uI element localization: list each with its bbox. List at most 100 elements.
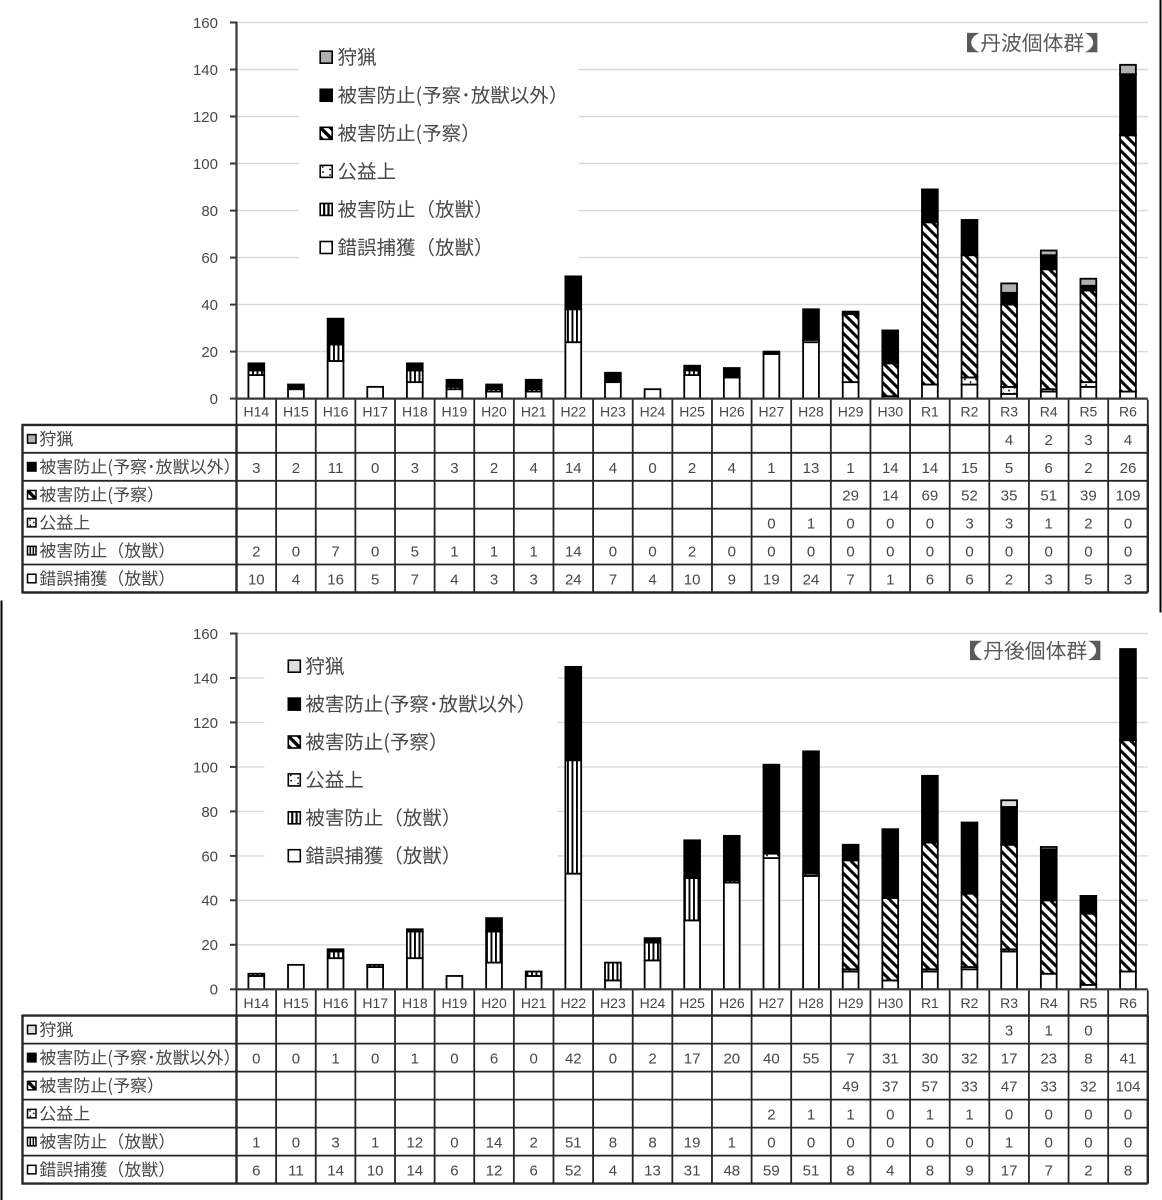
svg-text:R6: R6 bbox=[1119, 404, 1137, 420]
svg-text:6: 6 bbox=[530, 1163, 538, 1180]
svg-text:0: 0 bbox=[530, 1051, 538, 1068]
svg-text:R2: R2 bbox=[961, 995, 979, 1011]
svg-text:0: 0 bbox=[926, 516, 934, 533]
svg-text:20: 20 bbox=[723, 1051, 740, 1068]
svg-text:1: 1 bbox=[371, 1135, 379, 1152]
svg-text:0: 0 bbox=[728, 544, 736, 561]
svg-text:H30: H30 bbox=[877, 404, 903, 420]
svg-text:2: 2 bbox=[1084, 1163, 1092, 1180]
svg-text:0: 0 bbox=[926, 544, 934, 561]
svg-text:H27: H27 bbox=[759, 404, 785, 420]
svg-text:0: 0 bbox=[767, 1135, 775, 1152]
svg-text:0: 0 bbox=[252, 1051, 260, 1068]
svg-text:29: 29 bbox=[842, 488, 859, 505]
svg-text:0: 0 bbox=[292, 544, 300, 561]
svg-text:20: 20 bbox=[201, 344, 218, 361]
svg-text:H15: H15 bbox=[283, 404, 309, 420]
svg-text:120: 120 bbox=[193, 715, 218, 732]
svg-text:160: 160 bbox=[193, 15, 218, 32]
svg-text:0: 0 bbox=[886, 544, 894, 561]
svg-text:20: 20 bbox=[201, 937, 218, 954]
svg-text:13: 13 bbox=[644, 1163, 661, 1180]
svg-text:2: 2 bbox=[1005, 572, 1013, 589]
svg-text:1: 1 bbox=[331, 1051, 339, 1068]
svg-text:6: 6 bbox=[926, 572, 934, 589]
svg-text:0: 0 bbox=[210, 982, 218, 999]
svg-text:H30: H30 bbox=[877, 995, 903, 1011]
svg-text:3: 3 bbox=[331, 1135, 339, 1152]
svg-text:1: 1 bbox=[926, 1107, 934, 1124]
svg-text:100: 100 bbox=[193, 759, 218, 776]
svg-text:0: 0 bbox=[1005, 1107, 1013, 1124]
svg-text:1: 1 bbox=[886, 572, 894, 589]
svg-text:0: 0 bbox=[767, 544, 775, 561]
svg-text:0: 0 bbox=[965, 544, 973, 561]
svg-text:3: 3 bbox=[965, 516, 973, 533]
svg-text:H14: H14 bbox=[243, 995, 269, 1011]
svg-text:120: 120 bbox=[193, 109, 218, 126]
svg-text:1: 1 bbox=[965, 1107, 973, 1124]
svg-text:60: 60 bbox=[201, 848, 218, 865]
svg-text:5: 5 bbox=[371, 572, 379, 589]
svg-text:0: 0 bbox=[1124, 544, 1132, 561]
svg-text:32: 32 bbox=[961, 1051, 978, 1068]
svg-text:1: 1 bbox=[1005, 1135, 1013, 1152]
svg-text:3: 3 bbox=[252, 460, 260, 477]
svg-text:1: 1 bbox=[450, 544, 458, 561]
svg-text:17: 17 bbox=[684, 1051, 701, 1068]
svg-text:0: 0 bbox=[1084, 1023, 1092, 1040]
svg-text:3: 3 bbox=[411, 460, 419, 477]
svg-text:6: 6 bbox=[450, 1163, 458, 1180]
svg-text:0: 0 bbox=[1124, 516, 1132, 533]
svg-text:H16: H16 bbox=[323, 995, 349, 1011]
svg-text:0: 0 bbox=[846, 1135, 854, 1152]
svg-text:59: 59 bbox=[763, 1163, 780, 1180]
svg-text:H25: H25 bbox=[679, 995, 705, 1011]
svg-text:47: 47 bbox=[1001, 1079, 1018, 1096]
svg-text:2: 2 bbox=[648, 1051, 656, 1068]
svg-text:12: 12 bbox=[406, 1135, 423, 1152]
svg-text:17: 17 bbox=[1001, 1051, 1018, 1068]
svg-text:11: 11 bbox=[288, 1163, 304, 1180]
svg-text:39: 39 bbox=[1080, 488, 1097, 505]
svg-text:80: 80 bbox=[201, 203, 218, 220]
svg-text:11: 11 bbox=[328, 460, 344, 477]
svg-text:H14: H14 bbox=[243, 404, 269, 420]
svg-text:H15: H15 bbox=[283, 995, 309, 1011]
svg-text:0: 0 bbox=[886, 1135, 894, 1152]
svg-text:H23: H23 bbox=[600, 404, 626, 420]
svg-text:H18: H18 bbox=[402, 995, 428, 1011]
svg-text:H17: H17 bbox=[362, 404, 388, 420]
svg-text:7: 7 bbox=[411, 572, 419, 589]
svg-text:160: 160 bbox=[193, 626, 218, 643]
svg-text:0: 0 bbox=[886, 1107, 894, 1124]
svg-text:2: 2 bbox=[292, 460, 300, 477]
svg-text:1: 1 bbox=[1045, 516, 1053, 533]
svg-text:0: 0 bbox=[450, 1051, 458, 1068]
svg-text:7: 7 bbox=[609, 572, 617, 589]
svg-text:55: 55 bbox=[803, 1051, 820, 1068]
svg-text:8: 8 bbox=[609, 1135, 617, 1152]
svg-text:7: 7 bbox=[1045, 1163, 1053, 1180]
svg-text:4: 4 bbox=[648, 572, 656, 589]
svg-text:0: 0 bbox=[371, 544, 379, 561]
svg-text:1: 1 bbox=[767, 460, 775, 477]
svg-text:H22: H22 bbox=[560, 404, 586, 420]
svg-text:0: 0 bbox=[926, 1135, 934, 1152]
svg-text:35: 35 bbox=[1001, 488, 1018, 505]
svg-text:4: 4 bbox=[609, 460, 617, 477]
svg-text:1: 1 bbox=[728, 1135, 736, 1152]
svg-text:1: 1 bbox=[411, 1051, 419, 1068]
svg-text:R6: R6 bbox=[1119, 995, 1137, 1011]
svg-text:4: 4 bbox=[728, 460, 736, 477]
svg-text:H19: H19 bbox=[442, 404, 468, 420]
svg-text:0: 0 bbox=[609, 544, 617, 561]
svg-text:R1: R1 bbox=[921, 995, 939, 1011]
svg-text:3: 3 bbox=[1045, 572, 1053, 589]
svg-text:3: 3 bbox=[1005, 516, 1013, 533]
svg-text:7: 7 bbox=[846, 572, 854, 589]
svg-text:140: 140 bbox=[193, 62, 218, 79]
svg-text:48: 48 bbox=[723, 1163, 740, 1180]
svg-text:8: 8 bbox=[926, 1163, 934, 1180]
svg-text:H23: H23 bbox=[600, 995, 626, 1011]
